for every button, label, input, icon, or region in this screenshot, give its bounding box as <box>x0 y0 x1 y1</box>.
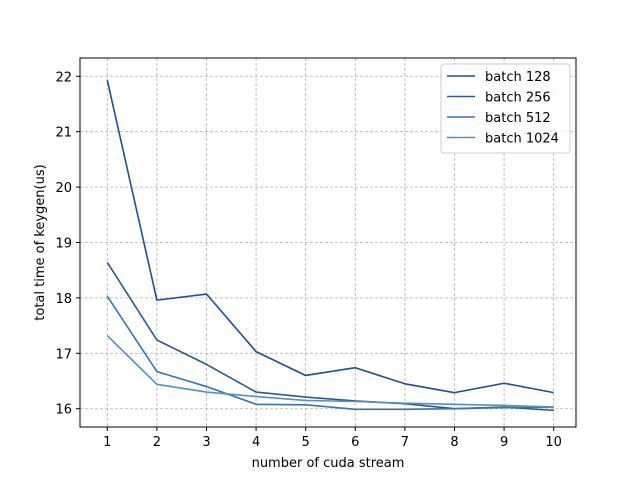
series-line-1 <box>106 79 554 394</box>
x-tick-label: 10 <box>545 435 562 450</box>
x-tick-label: 2 <box>153 435 161 450</box>
x-tick-label: 5 <box>302 435 310 450</box>
y-tick-label: 18 <box>55 292 72 307</box>
x-axis-label: number of cuda stream <box>252 456 405 471</box>
legend-label: batch 512 <box>485 111 551 126</box>
y-tick-label: 22 <box>55 70 72 85</box>
y-axis: 16 17 18 19 20 21 22 <box>55 70 80 418</box>
y-axis-label: total time of keygen(us) <box>33 164 48 320</box>
x-tick-label: 3 <box>202 435 210 450</box>
legend: batch 128 batch 256 batch 512 batch 1024 <box>440 63 571 154</box>
x-tick-label: 8 <box>450 435 458 450</box>
x-tick-label: 1 <box>103 435 111 450</box>
x-tick-label: 4 <box>252 435 260 450</box>
y-tick-label: 19 <box>55 237 72 252</box>
x-tick-label: 6 <box>351 435 359 450</box>
series-line-4 <box>106 335 554 408</box>
x-axis: 1 2 3 4 5 6 7 8 9 10 <box>103 427 562 450</box>
legend-box <box>440 63 571 154</box>
legend-label: batch 128 <box>485 70 551 85</box>
series-lines <box>106 79 554 412</box>
x-tick-label: 9 <box>500 435 508 450</box>
y-tick-label: 17 <box>55 347 72 362</box>
y-tick-label: 20 <box>55 181 72 196</box>
series-line-3 <box>106 295 554 411</box>
legend-label: batch 256 <box>485 91 551 106</box>
grid-lines <box>80 58 576 427</box>
y-tick-label: 21 <box>55 126 72 141</box>
legend-label: batch 1024 <box>485 132 559 147</box>
x-tick-label: 7 <box>401 435 409 450</box>
y-tick-label: 16 <box>55 403 72 418</box>
